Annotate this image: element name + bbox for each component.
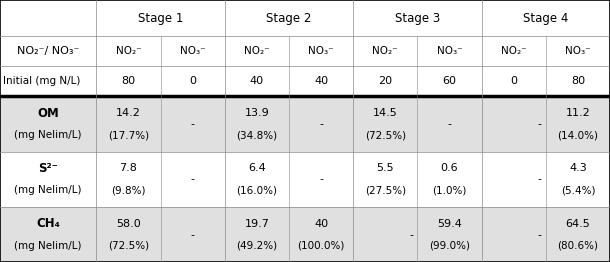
Text: Stage 1: Stage 1: [138, 12, 183, 25]
Text: -: -: [191, 174, 195, 184]
Text: (34.8%): (34.8%): [236, 130, 278, 140]
Text: (17.7%): (17.7%): [108, 130, 149, 140]
Text: (72.5%): (72.5%): [108, 241, 149, 251]
Text: 6.4: 6.4: [248, 163, 266, 173]
Text: -: -: [191, 119, 195, 129]
Text: CH₄: CH₄: [36, 217, 60, 230]
Text: OM: OM: [37, 106, 59, 119]
Text: -: -: [448, 119, 451, 129]
Text: 59.4: 59.4: [437, 219, 462, 228]
Bar: [0, 0, 610, 96]
Text: NO₂⁻: NO₂⁻: [373, 46, 398, 56]
Text: 14.2: 14.2: [116, 108, 141, 118]
Text: 0.6: 0.6: [440, 163, 458, 173]
Text: NO₂⁻/ NO₃⁻: NO₂⁻/ NO₃⁻: [17, 46, 79, 56]
Text: 40: 40: [314, 76, 328, 86]
Text: 80: 80: [121, 76, 135, 86]
Text: -: -: [537, 119, 542, 129]
Text: 40: 40: [314, 219, 328, 228]
Text: NO₂⁻: NO₂⁻: [501, 46, 526, 56]
Text: NO₃⁻: NO₃⁻: [565, 46, 590, 56]
Text: 0: 0: [189, 76, 196, 86]
Text: (16.0%): (16.0%): [237, 185, 278, 195]
Text: NO₂⁻: NO₂⁻: [244, 46, 270, 56]
Text: Stage 2: Stage 2: [267, 12, 312, 25]
Text: -: -: [537, 174, 542, 184]
Text: (99.0%): (99.0%): [429, 241, 470, 251]
Text: NO₂⁻: NO₂⁻: [116, 46, 142, 56]
Text: 20: 20: [378, 76, 392, 86]
Text: 19.7: 19.7: [245, 219, 270, 228]
Text: (14.0%): (14.0%): [558, 130, 598, 140]
Text: (1.0%): (1.0%): [432, 185, 467, 195]
Text: 11.2: 11.2: [565, 108, 590, 118]
Text: 14.5: 14.5: [373, 108, 398, 118]
Text: (9.8%): (9.8%): [111, 185, 146, 195]
Text: 13.9: 13.9: [245, 108, 269, 118]
Text: -: -: [319, 119, 323, 129]
Text: 60: 60: [442, 76, 456, 86]
Text: (mg Nelim/L): (mg Nelim/L): [15, 185, 82, 195]
Text: Initial (mg N/L): Initial (mg N/L): [3, 76, 81, 86]
Text: (49.2%): (49.2%): [236, 241, 278, 251]
Text: 0: 0: [510, 76, 517, 86]
Bar: [0, 207, 610, 262]
Text: 40: 40: [250, 76, 264, 86]
Text: Stage 4: Stage 4: [523, 12, 569, 25]
Text: NO₃⁻: NO₃⁻: [437, 46, 462, 56]
Text: 58.0: 58.0: [116, 219, 141, 228]
Text: -: -: [409, 230, 413, 240]
Text: (5.4%): (5.4%): [561, 185, 595, 195]
Text: -: -: [191, 230, 195, 240]
Text: 7.8: 7.8: [120, 163, 137, 173]
Text: 4.3: 4.3: [569, 163, 587, 173]
Text: NO₃⁻: NO₃⁻: [308, 46, 334, 56]
Text: S²⁻: S²⁻: [38, 162, 58, 175]
Text: NO₃⁻: NO₃⁻: [180, 46, 206, 56]
Text: -: -: [319, 174, 323, 184]
Text: 64.5: 64.5: [565, 219, 590, 228]
Text: 80: 80: [571, 76, 585, 86]
Text: 5.5: 5.5: [376, 163, 394, 173]
Text: (27.5%): (27.5%): [365, 185, 406, 195]
Text: (80.6%): (80.6%): [558, 241, 598, 251]
Text: (mg Nelim/L): (mg Nelim/L): [15, 241, 82, 251]
Text: (72.5%): (72.5%): [365, 130, 406, 140]
Bar: [0, 152, 610, 207]
Text: (100.0%): (100.0%): [298, 241, 345, 251]
Text: (mg Nelim/L): (mg Nelim/L): [15, 130, 82, 140]
Bar: [0, 96, 610, 152]
Text: Stage 3: Stage 3: [395, 12, 440, 25]
Text: -: -: [537, 230, 542, 240]
